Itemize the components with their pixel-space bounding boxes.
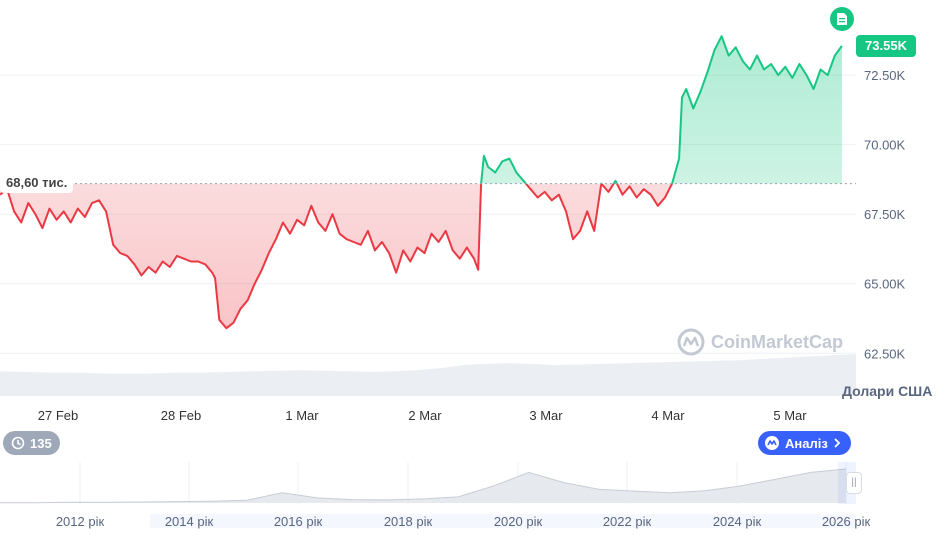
x-tick-label: 1 Mar xyxy=(285,408,319,423)
x-tick-label: 2 Mar xyxy=(408,408,442,423)
x-tick-label: 3 Mar xyxy=(529,408,563,423)
x-tick-label: 4 Mar xyxy=(651,408,685,423)
navigator-tick-label: 2022 рік xyxy=(603,514,652,529)
currency-label: Долари США xyxy=(842,383,933,399)
watermark-text: CoinMarketCap xyxy=(711,331,844,352)
x-tick-label: 27 Feb xyxy=(38,408,78,423)
x-tick-label: 5 Mar xyxy=(773,408,807,423)
y-tick-label: 72.50K xyxy=(864,68,906,83)
navigator-tick-label: 2016 рік xyxy=(274,514,323,529)
price-line-above xyxy=(480,35,843,184)
history-count-button[interactable]: 135 xyxy=(3,431,60,455)
coinmarketcap-logo-icon xyxy=(765,436,779,450)
navigator-line xyxy=(0,468,847,504)
reference-price-label: 68,60 тис. xyxy=(0,172,74,193)
navigator-tick-label: 2014 рік xyxy=(165,514,214,529)
navigator-scroll-track xyxy=(150,514,856,528)
navigator-tick-label: 2020 рік xyxy=(494,514,543,529)
chevron-right-icon xyxy=(834,438,841,448)
navigator-handle[interactable]: || xyxy=(846,472,862,494)
y-tick-label: 70.00K xyxy=(864,138,906,153)
y-tick-label: 65.00K xyxy=(864,277,906,292)
notes-button[interactable] xyxy=(830,7,854,31)
navigator-area xyxy=(0,469,846,503)
history-icon xyxy=(11,436,25,450)
analysis-button[interactable]: Аналіз xyxy=(758,431,851,455)
last-price-badge: 73.55K xyxy=(856,34,916,57)
coinmarketcap-watermark: CoinMarketCap xyxy=(677,328,843,356)
coinmarketcap-logo-icon xyxy=(677,328,705,356)
price-line-below xyxy=(0,183,674,330)
area-above-reference xyxy=(481,36,842,184)
analysis-label: Аналіз xyxy=(785,435,828,451)
navigator-tick-label: 2026 рік xyxy=(822,514,871,529)
y-tick-label: 62.50K xyxy=(864,346,906,361)
navigator-tick-label: 2024 рік xyxy=(713,514,762,529)
x-tick-label: 28 Feb xyxy=(161,408,201,423)
document-icon xyxy=(837,13,847,25)
navigator-tick-label: 2012 рік xyxy=(56,514,105,529)
volume-area xyxy=(0,354,856,396)
area-below-reference xyxy=(0,183,842,329)
y-tick-label: 67.50K xyxy=(864,207,906,222)
navigator-tick-label: 2018 рік xyxy=(384,514,433,529)
history-count: 135 xyxy=(30,435,52,451)
